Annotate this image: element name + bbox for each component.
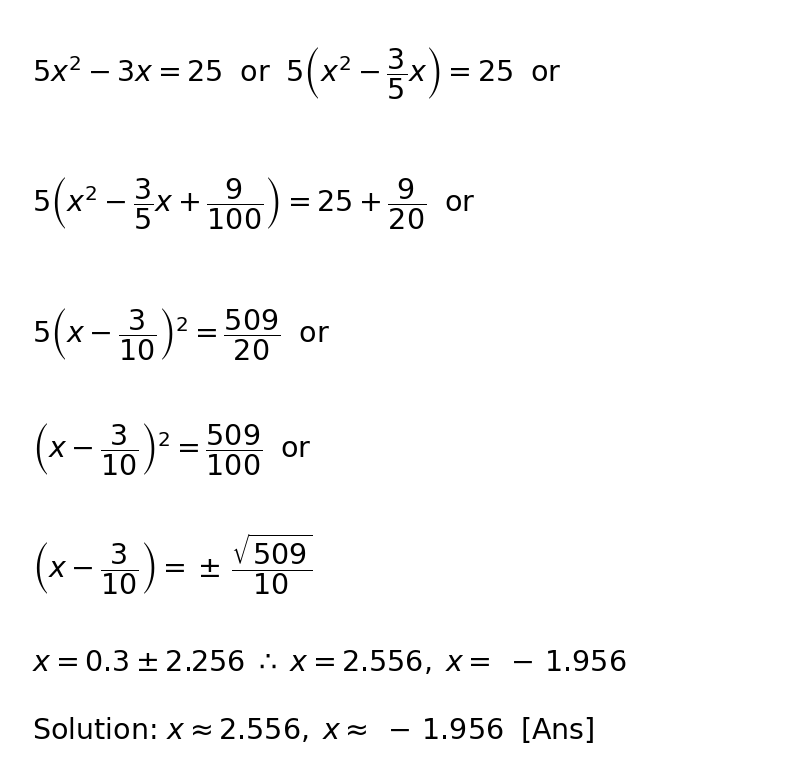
Text: $5\left(x^2 - \dfrac{3}{5}x + \dfrac{9}{100}\right) = 25 + \dfrac{9}{20}\;$ or: $5\left(x^2 - \dfrac{3}{5}x + \dfrac{9}{…: [32, 175, 476, 232]
Text: $\left(x - \dfrac{3}{10}\right) = \pm\,\dfrac{\sqrt{509}}{10}$: $\left(x - \dfrac{3}{10}\right) = \pm\,\…: [32, 531, 312, 597]
Text: $5\left(x - \dfrac{3}{10}\right)^2 = \dfrac{509}{20}\;$ or: $5\left(x - \dfrac{3}{10}\right)^2 = \df…: [32, 305, 330, 362]
Text: Solution: $x \approx 2.556,\; x \approx\; -\, 1.956\;$ [Ans]: Solution: $x \approx 2.556,\; x \approx\…: [32, 715, 594, 746]
Text: $5x^2 - 3x = 25\;$ or $\;5\left(x^2 - \dfrac{3}{5}x\right) = 25\;$ or: $5x^2 - 3x = 25\;$ or $\;5\left(x^2 - \d…: [32, 44, 562, 101]
Text: $x = 0.3 \pm 2.256\;\therefore\; x = 2.556,\; x =\; -\, 1.956$: $x = 0.3 \pm 2.256\;\therefore\; x = 2.5…: [32, 650, 626, 677]
Text: $\left(x - \dfrac{3}{10}\right)^2 = \dfrac{509}{100}\;$ or: $\left(x - \dfrac{3}{10}\right)^2 = \dfr…: [32, 420, 312, 477]
